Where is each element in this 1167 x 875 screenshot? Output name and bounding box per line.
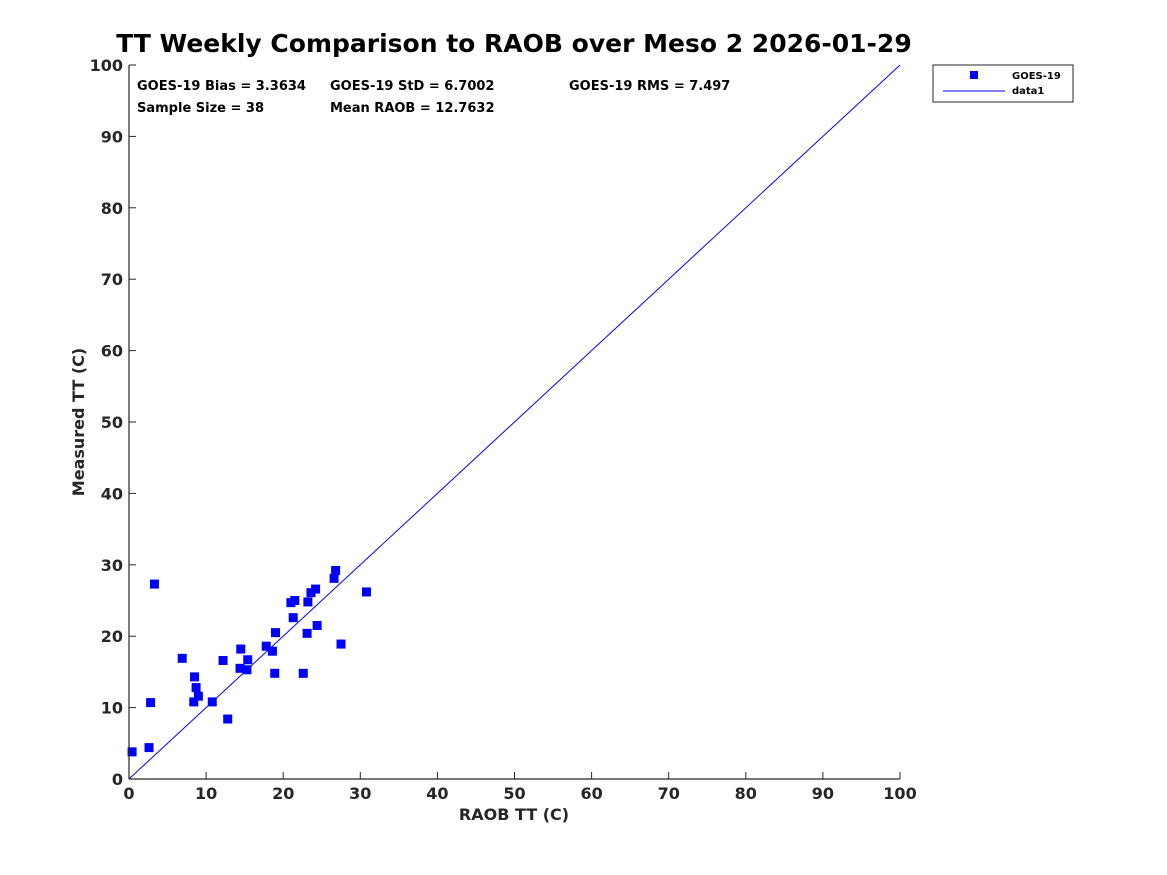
scatter-point [270,668,280,678]
stat-std: GOES-19 StD = 6.7002 [330,79,494,94]
scatter-point [261,641,271,651]
scatter-point [190,672,200,682]
stat-rms: GOES-19 RMS = 7.497 [569,79,730,94]
x-tick-label: 100 [883,784,916,803]
y-tick-label: 20 [101,627,123,646]
y-tick-label: 60 [101,342,123,361]
scatter-point [306,588,316,598]
scatter-point [127,747,137,757]
stat-mean-raob: Mean RAOB = 12.7632 [330,101,495,116]
scatter-point [270,628,280,638]
scatter-point [336,639,346,649]
legend: GOES-19 data1 [932,64,1074,103]
x-tick-label: 50 [503,784,525,803]
legend-label-goes19: GOES-19 [1012,71,1061,82]
scatter-point [235,663,245,673]
scatter-point [193,691,203,701]
scatter-point [312,620,322,630]
stat-bias: GOES-19 Bias = 3.3634 [137,79,306,94]
y-tick-label: 70 [101,270,123,289]
stat-sample-size: Sample Size = 38 [137,101,264,116]
legend-label-data1: data1 [1012,86,1044,97]
x-tick-label: 30 [349,784,371,803]
x-tick-label: 0 [123,784,134,803]
legend-marker-square-icon [970,71,978,79]
scatter-point [149,579,159,589]
x-tick-label: 70 [658,784,680,803]
scatter-point [177,653,187,663]
scatter-point [298,668,308,678]
scatter-point [146,698,156,708]
scatter-point [236,644,246,654]
scatter-point [243,655,253,665]
x-axis-label: RAOB TT (C) [459,805,569,824]
x-tick-label: 20 [272,784,294,803]
x-tick-label: 10 [195,784,217,803]
scatter-point [144,743,154,753]
scatter-point [189,697,199,707]
x-tick-label: 60 [580,784,602,803]
scatter-point [288,613,298,623]
chart-title: TT Weekly Comparison to RAOB over Meso 2… [116,29,911,58]
y-tick-label: 80 [101,199,123,218]
x-tick-label: 90 [812,784,834,803]
scatter-point [311,584,321,594]
x-tick-label: 80 [735,784,757,803]
y-axis-label: Measured TT (C) [69,348,88,496]
scatter-point [331,566,341,576]
y-tick-label: 50 [101,413,123,432]
scatter-point [303,597,313,607]
scatter-point [223,714,233,724]
y-tick-label: 0 [112,770,123,789]
y-tick-label: 10 [101,699,123,718]
stats-annotations: GOES-19 Bias = 3.3634 GOES-19 StD = 6.70… [137,79,730,116]
x-tick-label: 40 [426,784,448,803]
scatter-point [329,573,339,583]
reference-line-data1 [128,64,901,780]
scatter-point [191,683,201,693]
y-tick-label: 40 [101,484,123,503]
scatter-point [361,587,371,597]
scatter-point [267,646,277,656]
scatter-point [218,655,228,665]
y-tick-label: 90 [101,127,123,146]
scatter-point [290,596,300,605]
legend-box [932,64,1074,103]
scatter-point [302,628,312,638]
y-tick-label: 100 [90,56,123,75]
y-tick-label: 30 [101,556,123,575]
